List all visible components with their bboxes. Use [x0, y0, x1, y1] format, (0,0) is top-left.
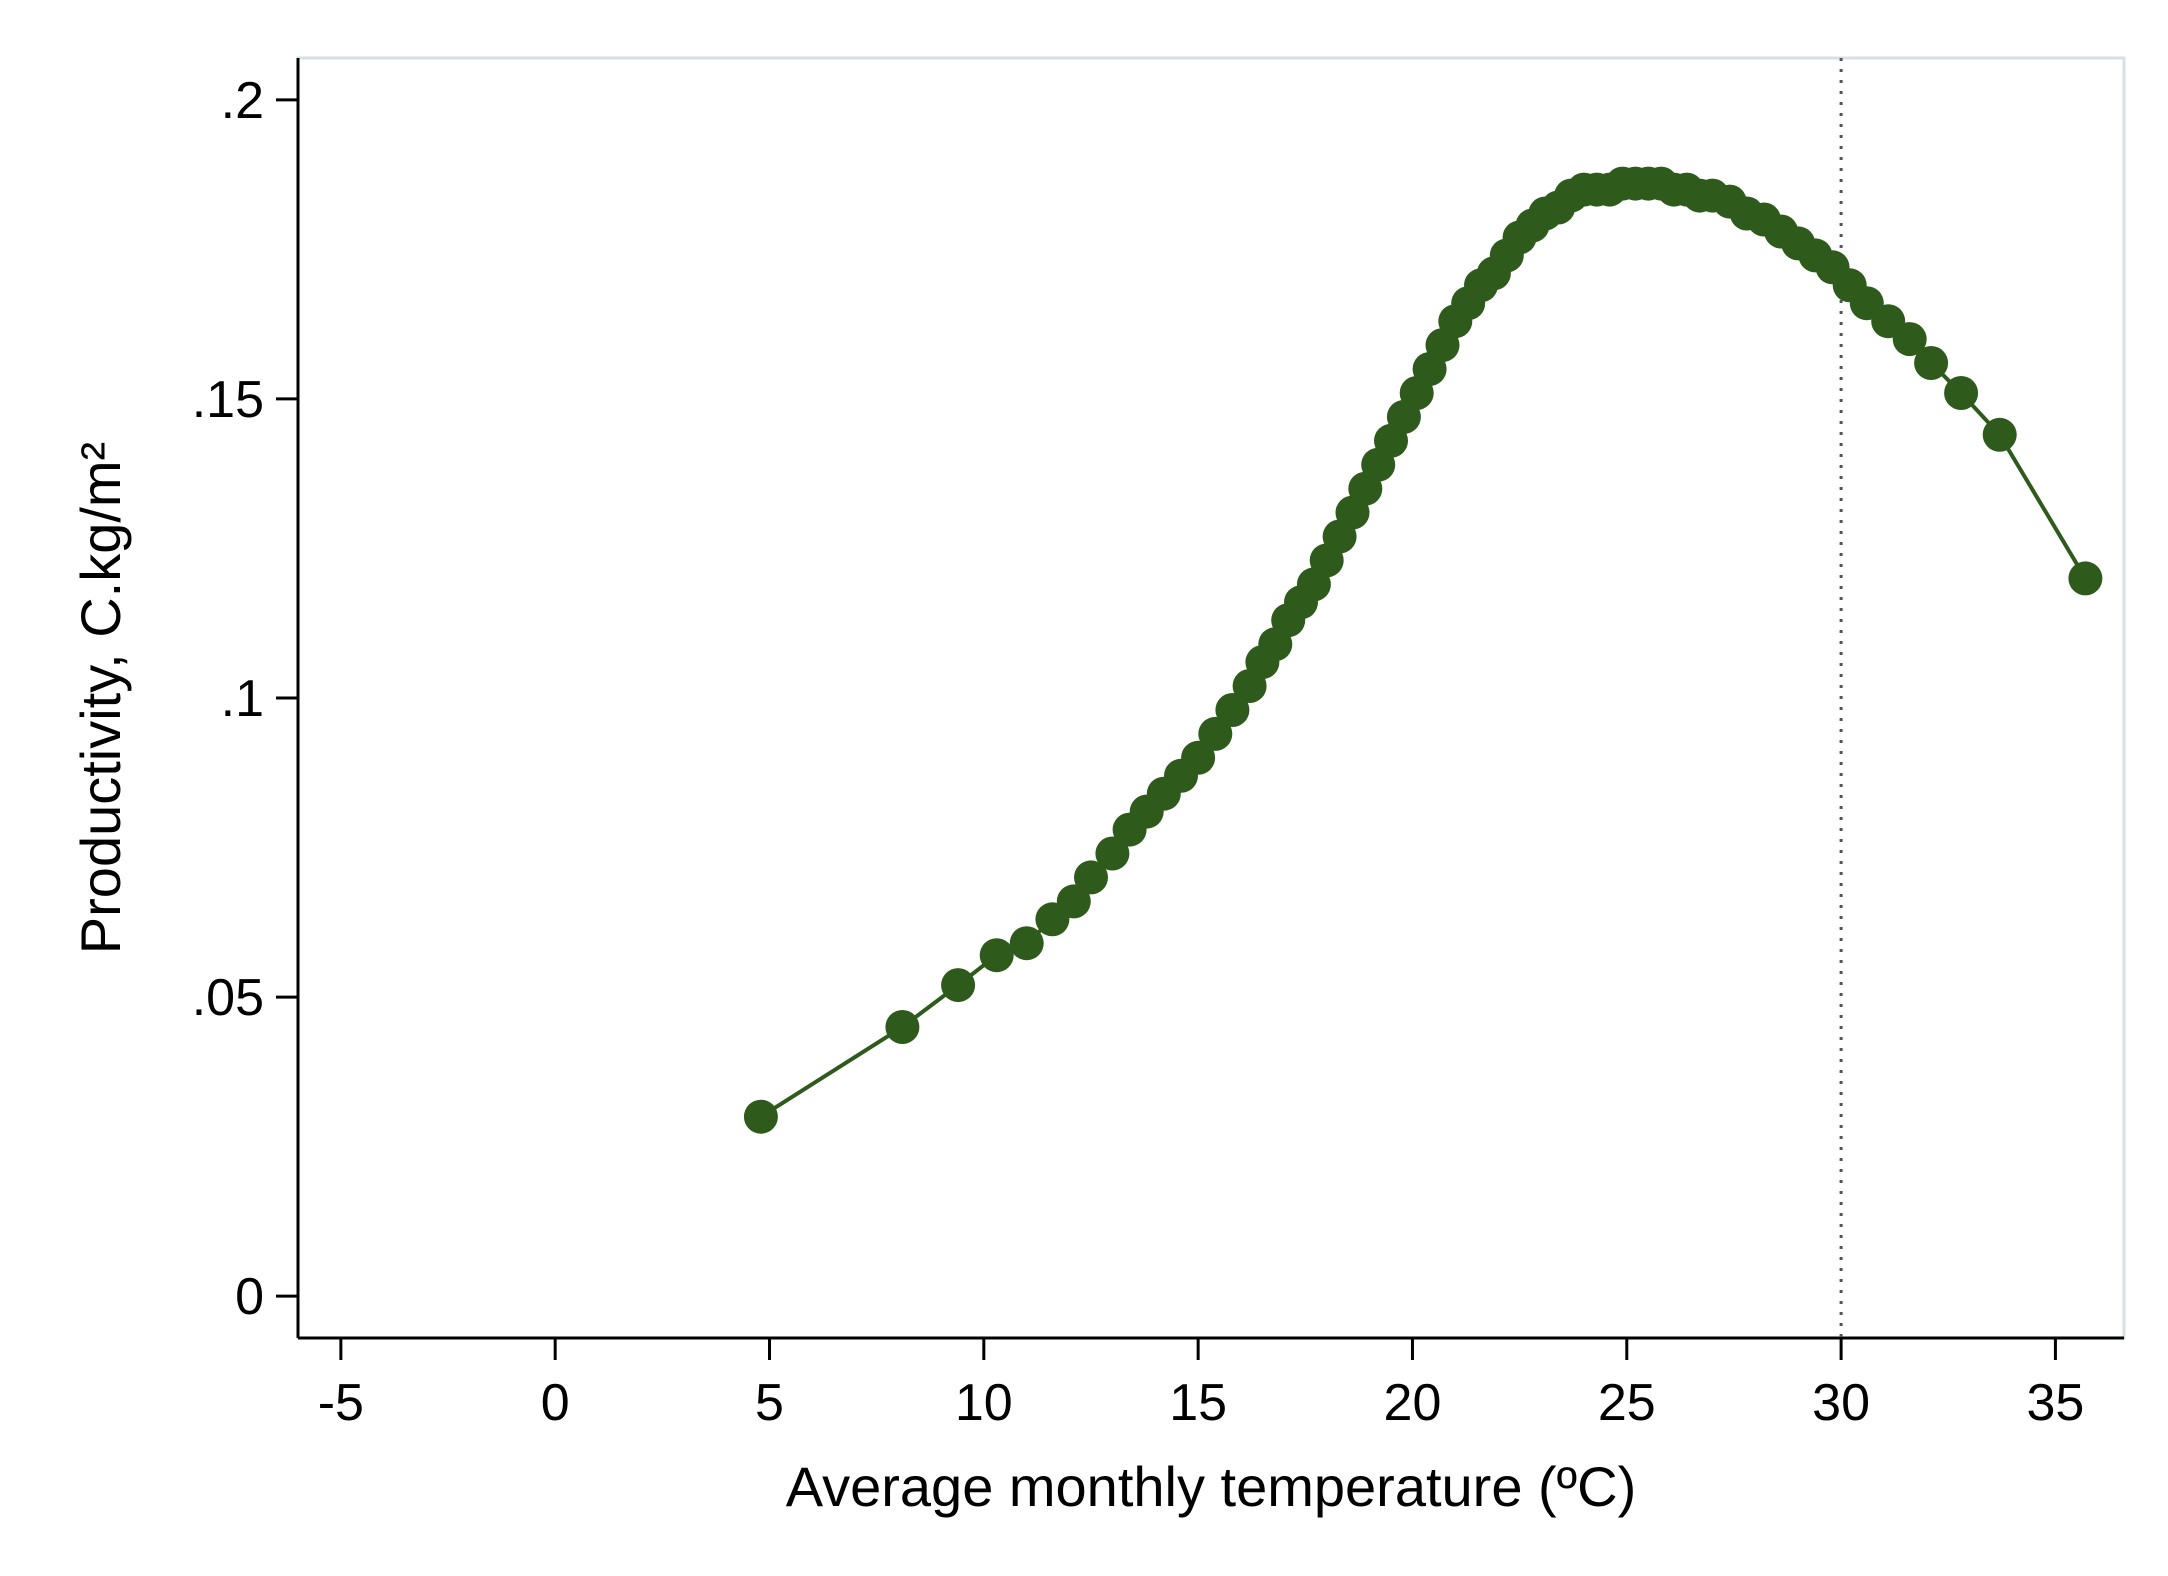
data-point: [1944, 376, 1979, 410]
plot-frame: [296, 56, 2126, 1340]
data-point: [941, 968, 976, 1003]
series-points: [743, 166, 2103, 1134]
y-tick-label: .2: [221, 72, 264, 130]
x-tick-label: 0: [541, 1374, 570, 1432]
data-point: [1181, 740, 1216, 775]
data-point: [1914, 346, 1949, 380]
y-tick-label: 0: [235, 1268, 264, 1326]
data-point: [1198, 716, 1233, 751]
data-point: [1056, 884, 1091, 919]
x-tick-label: 35: [2026, 1374, 2084, 1432]
x-tick-label: 15: [1169, 1374, 1227, 1432]
data-point: [979, 938, 1014, 973]
x-tick-label: 5: [755, 1374, 784, 1432]
data-point: [1095, 836, 1130, 871]
x-axis-ticks: -5 0 5 10 15 20 25 30 35: [318, 1338, 2084, 1432]
y-tick-label: .15: [192, 371, 264, 429]
data-point: [2068, 561, 2103, 596]
data-point: [885, 1010, 920, 1044]
data-point: [1215, 693, 1250, 727]
x-tick-label: 30: [1812, 1374, 1870, 1432]
y-tick-label: .05: [192, 969, 264, 1027]
data-point: [1892, 322, 1927, 357]
x-tick-label: 20: [1384, 1374, 1442, 1432]
data-point: [743, 1099, 778, 1134]
y-axis-ticks: 0 .05 .1 .15 .2: [192, 72, 298, 1326]
x-axis-title: Average monthly temperature (ºC): [786, 1455, 1636, 1518]
y-axis-title: Productivity, C.kg/m²: [69, 442, 132, 954]
data-point: [1982, 417, 2017, 452]
x-tick-label: 25: [1598, 1374, 1656, 1432]
x-tick-label: -5: [318, 1374, 364, 1432]
data-point: [1074, 860, 1108, 895]
y-tick-label: .1: [221, 670, 264, 728]
x-tick-label: 10: [955, 1374, 1013, 1432]
data-point: [1009, 926, 1044, 961]
